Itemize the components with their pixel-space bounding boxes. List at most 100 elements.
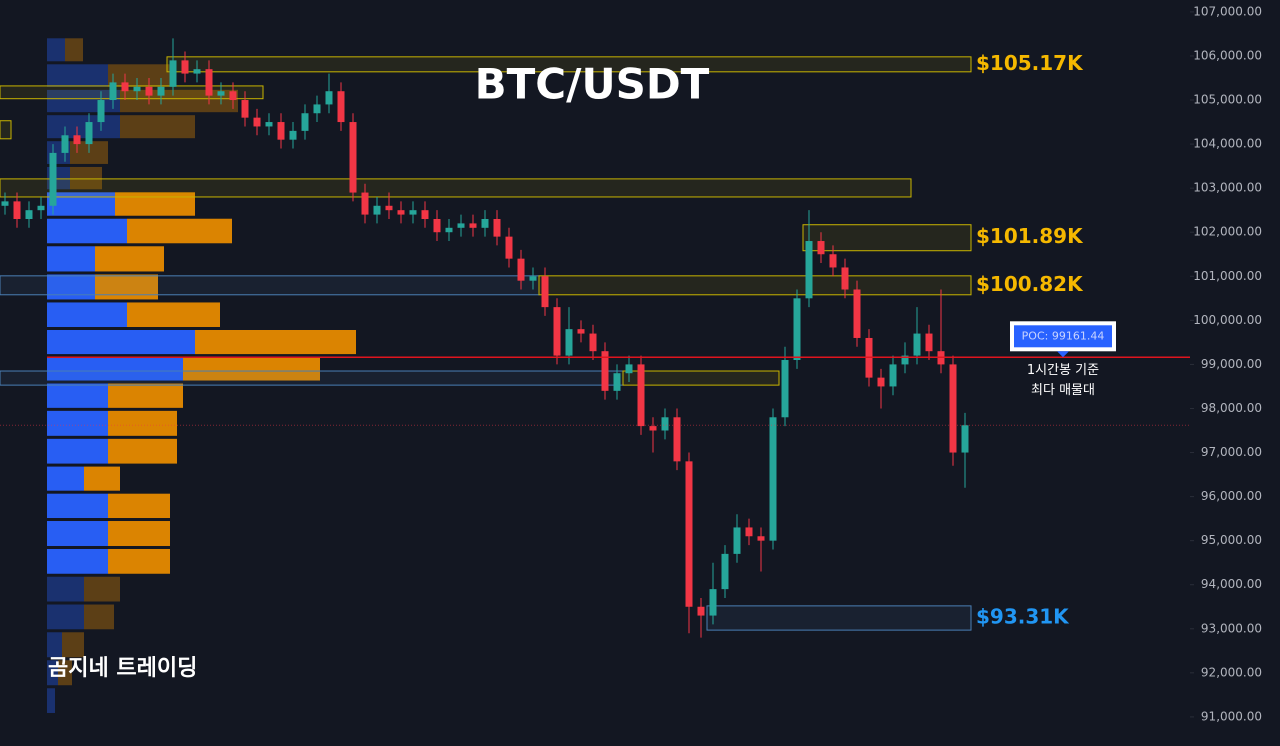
profile-buy bbox=[47, 466, 84, 491]
zone bbox=[802, 224, 972, 252]
candle-body bbox=[685, 461, 693, 607]
chart-title: BTC/USDT bbox=[475, 60, 710, 109]
candle-body bbox=[409, 210, 417, 215]
candle-body bbox=[637, 364, 645, 427]
y-tick-label: 99,000.00 bbox=[1201, 357, 1262, 371]
candle-body bbox=[13, 201, 21, 219]
y-tick-label: 101,000.00 bbox=[1193, 269, 1262, 283]
candle-body bbox=[109, 82, 117, 101]
candle-body bbox=[709, 589, 717, 616]
candles bbox=[1, 38, 969, 638]
candle-body bbox=[613, 373, 621, 391]
candle-body bbox=[169, 60, 177, 87]
profile-sell bbox=[108, 383, 183, 408]
candle-body bbox=[793, 298, 801, 361]
candle-body bbox=[529, 276, 537, 281]
profile-sell bbox=[108, 410, 177, 436]
candle-body bbox=[73, 135, 81, 145]
profile-buy bbox=[47, 632, 62, 658]
candle-body bbox=[289, 130, 297, 140]
y-tick-label: 98,000.00 bbox=[1201, 401, 1262, 415]
candle-body bbox=[553, 307, 561, 356]
profile-sell bbox=[84, 604, 114, 630]
candle-body bbox=[781, 360, 789, 418]
profile-buy bbox=[47, 521, 108, 546]
candle-body bbox=[253, 117, 261, 127]
poc-note: 1시간봉 기준 bbox=[1027, 363, 1099, 378]
candle-body bbox=[421, 210, 429, 219]
candle-body bbox=[1, 201, 9, 206]
candle-body bbox=[457, 223, 465, 228]
zone bbox=[538, 275, 972, 296]
y-tick-label: 95,000.00 bbox=[1201, 533, 1262, 547]
candle-body bbox=[349, 122, 357, 193]
zone bbox=[622, 370, 780, 386]
zone bbox=[0, 85, 264, 100]
candle-body bbox=[181, 60, 189, 74]
candle-body bbox=[25, 210, 33, 219]
profile-sell bbox=[120, 115, 195, 139]
y-tick-label: 107,000.00 bbox=[1193, 4, 1262, 18]
y-tick-label: 104,000.00 bbox=[1193, 137, 1262, 151]
poc-box bbox=[1014, 325, 1112, 348]
candle-body bbox=[145, 86, 153, 96]
candle-body bbox=[385, 205, 393, 211]
zone bbox=[0, 370, 624, 386]
candle-body bbox=[433, 218, 441, 233]
candle-body bbox=[133, 86, 141, 92]
candle-body bbox=[277, 122, 285, 140]
candle-body bbox=[877, 377, 885, 387]
candle-body bbox=[241, 100, 249, 118]
profile-buy bbox=[47, 438, 108, 464]
candle-body bbox=[85, 122, 93, 145]
profile-buy bbox=[47, 302, 127, 327]
candle-body bbox=[337, 91, 345, 123]
zone bbox=[0, 275, 540, 296]
profile-sell bbox=[127, 218, 232, 244]
zones: $105.17K $101.89K $100.82K $93.31K bbox=[0, 51, 1084, 631]
y-tick-label: 91,000.00 bbox=[1201, 709, 1262, 723]
candle-body bbox=[625, 364, 633, 374]
candle-body bbox=[889, 364, 897, 387]
profile-buy bbox=[47, 357, 183, 381]
candle-body bbox=[901, 355, 909, 365]
profile-buy bbox=[47, 218, 127, 244]
profile-sell bbox=[108, 493, 170, 519]
candle-body bbox=[769, 417, 777, 541]
candle-body bbox=[661, 417, 669, 431]
y-tick-label: 103,000.00 bbox=[1193, 181, 1262, 195]
profile-sell bbox=[84, 466, 120, 491]
profile-buy bbox=[47, 688, 55, 713]
poc-pointer bbox=[1057, 351, 1069, 358]
candle-body bbox=[913, 333, 921, 356]
profile-sell bbox=[108, 64, 175, 87]
candle-body bbox=[745, 527, 753, 537]
candle-body bbox=[265, 122, 273, 127]
candle-body bbox=[673, 417, 681, 462]
candle-body bbox=[601, 351, 609, 391]
candle-body bbox=[757, 536, 765, 541]
profile-buy bbox=[47, 64, 108, 87]
candle-body bbox=[949, 364, 957, 453]
profile-buy bbox=[47, 115, 120, 139]
zone bbox=[0, 120, 12, 140]
candle-body bbox=[649, 426, 657, 431]
zone-label: $100.82K bbox=[976, 272, 1084, 296]
candle-body bbox=[325, 91, 333, 105]
watermark: 곰지네 트레이딩 bbox=[48, 656, 197, 681]
candle-body bbox=[217, 91, 225, 96]
profile-sell bbox=[183, 357, 320, 381]
y-tick-label: 102,000.00 bbox=[1193, 225, 1262, 239]
candle-body bbox=[925, 333, 933, 352]
candle-body bbox=[565, 329, 573, 356]
candle-body bbox=[493, 218, 501, 237]
profile-sell bbox=[95, 246, 164, 272]
candle-body bbox=[577, 329, 585, 334]
candle-body bbox=[697, 606, 705, 616]
candle-body bbox=[961, 425, 969, 453]
profile-sell bbox=[58, 660, 72, 686]
profile-buy bbox=[47, 576, 84, 602]
zone bbox=[0, 178, 912, 198]
profile-buy bbox=[47, 410, 108, 436]
y-tick-label: 93,000.00 bbox=[1201, 621, 1262, 635]
